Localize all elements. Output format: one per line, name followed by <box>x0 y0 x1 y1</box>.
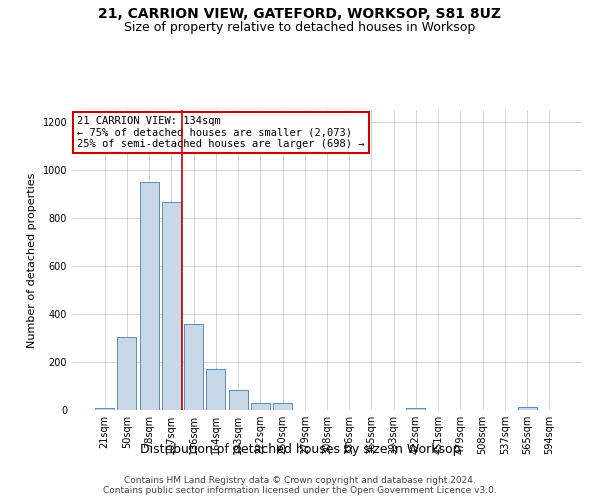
Bar <box>118 337 136 410</box>
Bar <box>206 369 225 410</box>
Bar <box>95 408 114 410</box>
Bar <box>406 408 425 410</box>
Y-axis label: Number of detached properties: Number of detached properties <box>27 172 37 348</box>
Text: Distribution of detached houses by size in Worksop: Distribution of detached houses by size … <box>140 442 460 456</box>
Text: 21, CARRION VIEW, GATEFORD, WORKSOP, S81 8UZ: 21, CARRION VIEW, GATEFORD, WORKSOP, S81… <box>98 8 502 22</box>
Text: Size of property relative to detached houses in Worksop: Size of property relative to detached ho… <box>124 21 476 34</box>
Bar <box>251 404 270 410</box>
Text: Contains HM Land Registry data © Crown copyright and database right 2024.
Contai: Contains HM Land Registry data © Crown c… <box>103 476 497 495</box>
Bar <box>518 407 536 410</box>
Bar <box>273 404 292 410</box>
Text: 21 CARRION VIEW: 134sqm
← 75% of detached houses are smaller (2,073)
25% of semi: 21 CARRION VIEW: 134sqm ← 75% of detache… <box>77 116 365 149</box>
Bar <box>184 324 203 410</box>
Bar <box>140 182 158 410</box>
Bar <box>162 202 181 410</box>
Bar <box>229 390 248 410</box>
